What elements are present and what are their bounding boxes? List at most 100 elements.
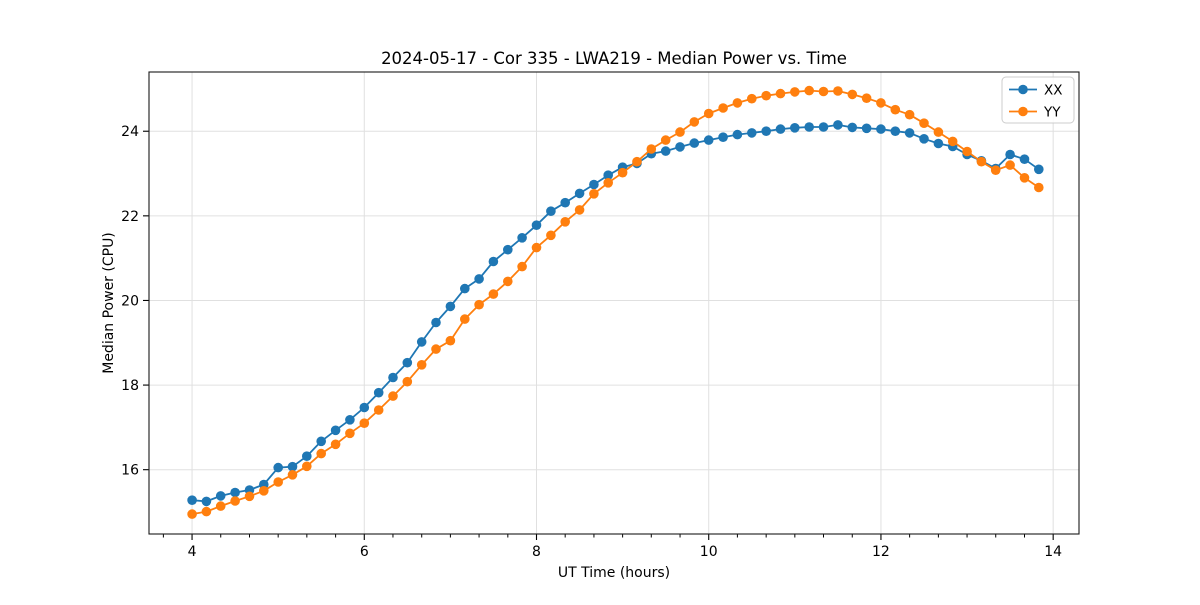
- data-point: [445, 301, 456, 312]
- data-point: [273, 477, 284, 487]
- data-point: [431, 317, 441, 328]
- x-tick-label: 8: [532, 544, 541, 560]
- data-point: [574, 205, 585, 215]
- data-point: [201, 496, 212, 507]
- data-point: [675, 127, 685, 137]
- tick-layer: 4 6 8 10 12 14 16 18 20 22 24: [121, 124, 1062, 560]
- data-point: [847, 89, 858, 100]
- data-point: [1019, 173, 1030, 183]
- data-point: [546, 230, 556, 241]
- data-point: [230, 496, 240, 506]
- data-point: [603, 170, 613, 180]
- data-point: [560, 217, 570, 227]
- data-point: [718, 132, 728, 142]
- data-point: [833, 86, 843, 96]
- data-point: [833, 120, 843, 130]
- data-point: [904, 109, 915, 120]
- data-point: [460, 314, 470, 324]
- data-point: [718, 103, 728, 113]
- data-point: [402, 357, 413, 368]
- data-point: [703, 108, 714, 119]
- data-point: [488, 256, 499, 267]
- data-point: [761, 90, 771, 101]
- data-point: [546, 206, 556, 216]
- data-point: [431, 344, 441, 354]
- x-tick-label: 10: [700, 544, 718, 560]
- data-point: [804, 85, 814, 96]
- data-point: [574, 188, 585, 199]
- data-point: [302, 461, 312, 472]
- data-point: [1034, 182, 1044, 193]
- data-point: [244, 491, 255, 502]
- data-point: [990, 165, 1001, 175]
- data-point: [775, 88, 786, 99]
- data-point: [689, 138, 700, 148]
- data-point: [804, 122, 814, 132]
- data-point: [861, 123, 872, 134]
- data-point: [761, 126, 771, 136]
- data-point: [703, 135, 714, 145]
- y-axis-label: Median Power (CPU): [101, 232, 117, 374]
- data-point: [215, 491, 226, 501]
- data-point: [617, 167, 628, 178]
- data-point: [919, 118, 929, 128]
- data-point: [775, 124, 786, 134]
- data-point: [890, 104, 901, 115]
- data-point: [675, 142, 685, 152]
- data-point: [359, 418, 370, 429]
- data-point: [560, 197, 570, 208]
- data-point: [818, 122, 829, 132]
- data-point: [790, 87, 800, 97]
- data-point: [187, 509, 197, 519]
- data-point: [503, 244, 513, 255]
- data-point: [187, 495, 197, 506]
- data-point: [531, 220, 542, 230]
- legend-label: XX: [1044, 82, 1063, 98]
- data-point: [646, 144, 657, 154]
- data-point: [947, 136, 958, 147]
- x-axis-label: UT Time (hours): [558, 565, 670, 581]
- x-tick-label: 6: [360, 544, 369, 560]
- data-point: [962, 146, 972, 157]
- data-point: [259, 486, 269, 496]
- x-tick-label: 4: [188, 544, 197, 560]
- data-point: [474, 274, 484, 284]
- data-point: [660, 146, 671, 156]
- data-point: [933, 138, 944, 149]
- y-tick-label: 16: [121, 463, 139, 479]
- series-markers-xx: [187, 120, 1044, 507]
- data-point: [876, 124, 886, 134]
- data-point: [976, 156, 987, 167]
- data-point: [416, 337, 427, 347]
- data-point: [373, 387, 384, 398]
- legend-marker: [1018, 106, 1028, 117]
- data-point: [330, 439, 341, 450]
- series-layer: [187, 85, 1044, 519]
- data-point: [287, 461, 298, 472]
- y-tick-label: 20: [121, 293, 139, 309]
- axes-frame: [148, 71, 1080, 535]
- data-point: [919, 134, 929, 144]
- data-point: [589, 179, 599, 190]
- data-point: [1005, 160, 1015, 170]
- data-point: [847, 122, 858, 133]
- data-point: [517, 261, 527, 272]
- data-point: [632, 156, 642, 167]
- data-point: [402, 376, 413, 387]
- data-point: [330, 425, 341, 436]
- data-point: [215, 501, 226, 511]
- data-point: [747, 128, 757, 138]
- data-point: [230, 487, 240, 498]
- data-point: [517, 233, 527, 243]
- legend: XX YY: [1001, 76, 1075, 124]
- data-point: [201, 506, 212, 517]
- data-point: [345, 415, 355, 425]
- data-point: [1019, 154, 1030, 164]
- data-point: [933, 127, 944, 137]
- y-tick-label: 24: [121, 124, 139, 140]
- y-tick-label: 18: [121, 378, 139, 394]
- legend-marker: [1018, 84, 1028, 95]
- legend-box: [1001, 76, 1075, 124]
- data-point: [732, 98, 743, 108]
